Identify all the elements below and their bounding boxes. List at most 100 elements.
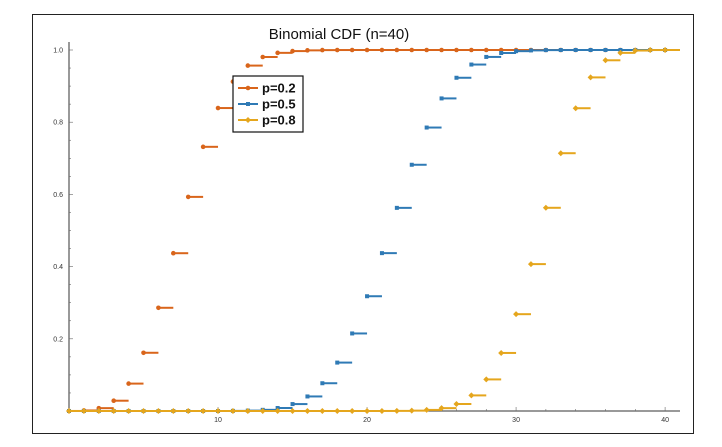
data-point [140,408,147,414]
data-point [320,381,325,386]
data-point [543,48,548,53]
legend-marker-p-0-8 [245,117,251,123]
data-point [80,408,87,414]
data-point [573,48,578,52]
data-point [171,250,176,256]
data-point [185,194,191,200]
data-point [528,48,533,53]
data-point [662,47,669,53]
legend-label-p-0-2: p=0.2 [262,81,296,96]
data-point [527,261,534,268]
data-point [125,408,132,414]
data-point [588,48,593,52]
data-point [602,57,609,64]
series-p-0-8 [66,47,680,414]
data-point [469,47,474,53]
data-point [290,402,295,407]
data-point [290,48,295,54]
y-tick-label: 0.6 [53,192,63,199]
data-point [409,162,414,167]
data-point [304,408,311,414]
data-point [185,408,192,414]
data-point [66,408,72,414]
data-point [229,408,236,414]
data-point [215,408,222,414]
legend-marker-p-0-5 [246,102,250,106]
data-point [423,406,430,413]
data-point [514,49,519,54]
data-point [155,408,162,414]
data-point [379,47,385,53]
data-point [305,394,310,399]
data-point [244,408,251,414]
data-point [200,144,206,150]
data-point [484,54,489,59]
data-point [305,48,310,53]
data-point [334,408,341,414]
x-tick-label: 10 [214,417,222,424]
x-tick-label: 40 [661,417,669,424]
data-point [453,400,460,407]
x-tick-label: 20 [363,417,371,424]
data-point [245,63,251,68]
data-point [319,408,326,414]
x-tick-label: 30 [512,417,520,424]
series-p-0-2 [66,47,680,414]
data-point [275,50,280,56]
legend-box [232,75,304,133]
data-point [394,205,399,210]
data-point [454,75,459,80]
data-point [454,47,459,53]
data-point [617,49,624,56]
data-point [483,47,489,53]
data-point [647,47,654,54]
data-point [95,408,102,414]
legend-marker-p-0-2 [245,85,251,91]
data-point [350,331,355,336]
data-point [335,360,340,365]
data-point [409,47,415,53]
y-tick-label: 0.4 [53,264,63,271]
data-point [572,105,579,112]
data-point [408,407,415,414]
data-point [513,311,520,318]
legend: p=0.2p=0.5p=0.8 [232,75,304,133]
data-point [424,125,429,130]
series-p-0-5 [67,48,680,413]
data-point [439,96,444,101]
data-point [632,47,639,54]
data-point [111,398,117,404]
data-point [468,392,475,399]
data-point [542,204,549,211]
y-tick-label: 0.8 [53,120,63,127]
data-point [170,408,177,414]
chart-frame: Binomial CDF (n=40) 10 20 30 40 0.2 0.4 0.6 0.8… [32,14,694,434]
y-tick-label: 0.2 [53,336,63,343]
data-point [499,50,504,55]
data-point [587,74,594,81]
data-point [379,251,384,256]
data-point [498,349,505,356]
legend-label-p-0-5: p=0.5 [262,97,296,112]
data-point [378,407,385,414]
data-point [141,350,146,356]
data-point [334,47,340,53]
data-point [200,408,207,414]
data-point [274,408,281,414]
chart-title: Binomial CDF (n=40) [269,26,409,43]
data-point [349,408,356,414]
data-point [438,405,445,412]
data-point [259,408,266,414]
data-point [364,408,371,414]
legend-label-p-0-8: p=0.8 [262,113,296,128]
data-point [603,48,608,52]
data-point [558,48,563,53]
data-point [439,47,444,53]
data-point [364,47,370,53]
data-point [260,54,266,60]
data-point [469,62,474,67]
data-point [393,407,400,414]
data-point [483,376,490,383]
data-point [215,105,221,111]
binomial-cdf-chart: Binomial CDF (n=40) 10 20 30 40 0.2 0.4 0.6 0.8… [53,26,680,424]
